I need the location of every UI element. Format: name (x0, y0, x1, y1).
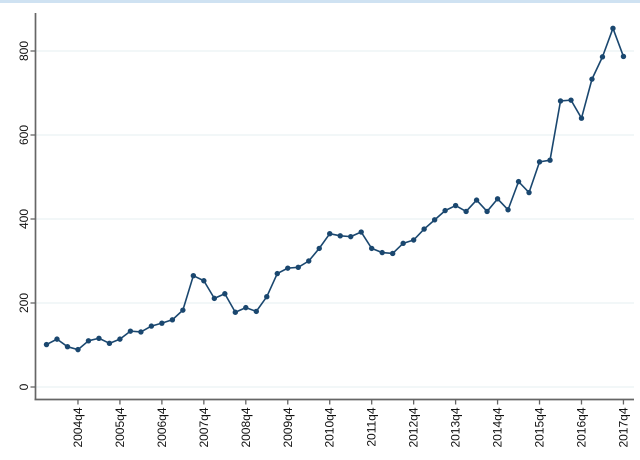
data-point (106, 340, 113, 347)
data-point (547, 157, 553, 163)
data-point (337, 233, 343, 239)
x-tick-label: 2017q4 (616, 407, 630, 447)
data-point (620, 53, 627, 60)
data-point (610, 25, 616, 32)
data-point (211, 295, 218, 302)
data-point (452, 202, 459, 209)
data-point (589, 76, 595, 82)
window-top-strip (0, 0, 640, 3)
x-tick-label: 2016q4 (574, 407, 588, 447)
data-point (599, 54, 606, 60)
data-point (568, 97, 574, 103)
data-point (285, 265, 291, 271)
x-tick-label: 2010q4 (323, 407, 337, 447)
data-point (316, 245, 322, 252)
data-point (54, 336, 60, 342)
data-point (169, 317, 176, 323)
data-point (295, 264, 301, 270)
y-tick-label: 0 (17, 383, 31, 390)
data-point (232, 309, 239, 315)
data-point (127, 328, 134, 334)
x-tick-label: 2007q4 (197, 407, 211, 447)
x-tick-label: 2012q4 (407, 407, 421, 447)
data-point (484, 208, 490, 215)
data-point (243, 304, 249, 311)
data-point (117, 336, 123, 342)
data-point (578, 115, 585, 121)
y-tick-label: 200 (17, 293, 31, 313)
x-tick-label: 2015q4 (533, 407, 547, 447)
data-point (473, 197, 480, 203)
data-point (410, 237, 417, 243)
y-tick-label: 800 (17, 41, 31, 61)
data-point (201, 278, 207, 284)
data-point (64, 343, 71, 350)
data-point (400, 240, 406, 247)
data-point (138, 329, 144, 335)
data-point (526, 189, 532, 196)
x-tick-label: 2011q4 (365, 407, 379, 446)
data-point (379, 249, 385, 256)
x-tick-label: 2013q4 (449, 407, 463, 447)
data-point (327, 231, 333, 237)
data-point (148, 323, 155, 329)
data-point (431, 217, 438, 223)
data-point (358, 229, 364, 235)
data-point (515, 178, 522, 185)
data-point (253, 308, 259, 315)
x-tick-label: 2004q4 (71, 407, 85, 447)
data-point (222, 291, 228, 297)
data-point (389, 250, 396, 257)
quarterly-line-chart: 0 200 400 600 800 2004q4 2005q4 2006q4 2007q4 200… (17, 13, 634, 448)
data-point (190, 273, 197, 279)
data-line (46, 27, 625, 351)
data-point (75, 346, 81, 353)
data-point (96, 335, 102, 341)
data-point (348, 233, 354, 240)
data-point (463, 208, 469, 215)
data-point (505, 207, 511, 213)
x-tick-label: 2006q4 (155, 407, 169, 447)
x-tick-label: 2005q4 (113, 407, 127, 447)
data-point (557, 98, 564, 104)
x-tick-label: 2014q4 (491, 407, 505, 447)
y-tick-label: 600 (17, 125, 31, 145)
x-tick-label: 2008q4 (239, 407, 253, 447)
x-tick-label: 2009q4 (281, 407, 295, 447)
data-point (421, 226, 427, 232)
data-point (85, 338, 92, 344)
data-point (43, 341, 50, 348)
y-tick-label: 400 (17, 209, 31, 229)
data-point (264, 294, 270, 300)
data-point (159, 320, 165, 326)
data-point (494, 196, 501, 202)
data-point (536, 159, 543, 165)
data-point (274, 270, 280, 277)
data-point (442, 207, 448, 214)
data-point (306, 258, 312, 264)
data-point (368, 245, 375, 252)
data-point (180, 307, 186, 313)
